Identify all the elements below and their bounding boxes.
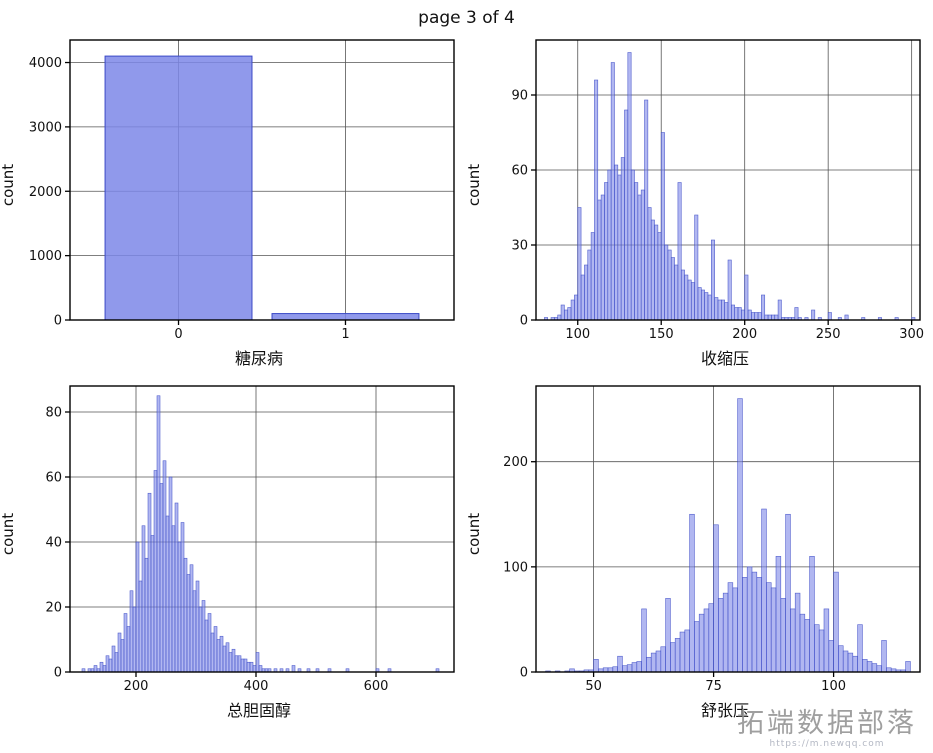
svg-text:40: 40: [45, 536, 62, 551]
y-axis-label-cholesterol: count: [0, 512, 17, 556]
y-axis-label-diastolic: count: [465, 512, 483, 556]
svg-text:250: 250: [816, 327, 841, 342]
svg-text:50: 50: [585, 679, 602, 694]
svg-text:600: 600: [364, 679, 389, 694]
svg-text:0: 0: [520, 314, 528, 329]
histogram-cholesterol: 200 400 600 0 20 40 60 80: [45, 385, 455, 694]
page-title: page 3 of 4: [418, 8, 515, 28]
histogram-systolic: 100 150 200 250 300 0 30 60 90: [511, 39, 924, 342]
watermark-url: https://m.newqq.com: [769, 739, 885, 749]
svg-text:1: 1: [341, 327, 349, 342]
svg-text:400: 400: [244, 679, 269, 694]
chart-grid: count 0 1 0 1000 2000 3000 4000 糖尿病 count 100 1…: [0, 34, 933, 732]
svg-text:60: 60: [45, 471, 62, 486]
panel-systolic: count 100 150 200 250 300 0 30 60 90 收缩压: [465, 34, 932, 380]
panel-cholesterol: count 200 400 600 0 20 40 60 80 总胆固醇: [0, 380, 466, 732]
svg-text:75: 75: [705, 679, 722, 694]
svg-text:2000: 2000: [29, 185, 62, 200]
svg-text:100: 100: [565, 327, 590, 342]
svg-text:300: 300: [899, 327, 924, 342]
svg-text:0: 0: [520, 666, 528, 681]
histogram-diastolic: 50 75 100 0 100 200: [503, 385, 921, 694]
svg-text:90: 90: [511, 89, 528, 104]
y-axis-label-diabetes: count: [0, 164, 17, 207]
svg-text:200: 200: [503, 455, 528, 470]
panel-diastolic: count 50 75 100 0 100 200 舒张压: [465, 380, 932, 732]
svg-text:0: 0: [54, 314, 62, 329]
panel-diabetes: count 0 1 0 1000 2000 3000 4000 糖尿病: [0, 34, 466, 380]
svg-text:100: 100: [503, 560, 528, 575]
svg-text:3000: 3000: [29, 120, 62, 135]
y-axis-label-systolic: count: [465, 164, 483, 207]
svg-text:200: 200: [124, 679, 149, 694]
x-axis-label-diastolic: 舒张压: [700, 701, 749, 720]
svg-text:20: 20: [45, 601, 62, 616]
svg-text:80: 80: [45, 406, 62, 421]
x-axis-label-cholesterol: 总胆固醇: [226, 701, 291, 720]
svg-text:0: 0: [54, 666, 62, 681]
bar-chart-diabetes: 0 1 0 1000 2000 3000 4000: [29, 39, 455, 342]
svg-text:150: 150: [649, 327, 674, 342]
svg-text:1000: 1000: [29, 249, 62, 264]
svg-text:200: 200: [732, 327, 757, 342]
svg-text:0: 0: [174, 327, 182, 342]
svg-text:30: 30: [511, 239, 528, 254]
x-axis-label-diabetes: 糖尿病: [234, 349, 283, 368]
x-axis-label-systolic: 收缩压: [700, 349, 749, 368]
svg-text:4000: 4000: [29, 56, 62, 71]
svg-text:100: 100: [821, 679, 846, 694]
svg-text:60: 60: [511, 164, 528, 179]
